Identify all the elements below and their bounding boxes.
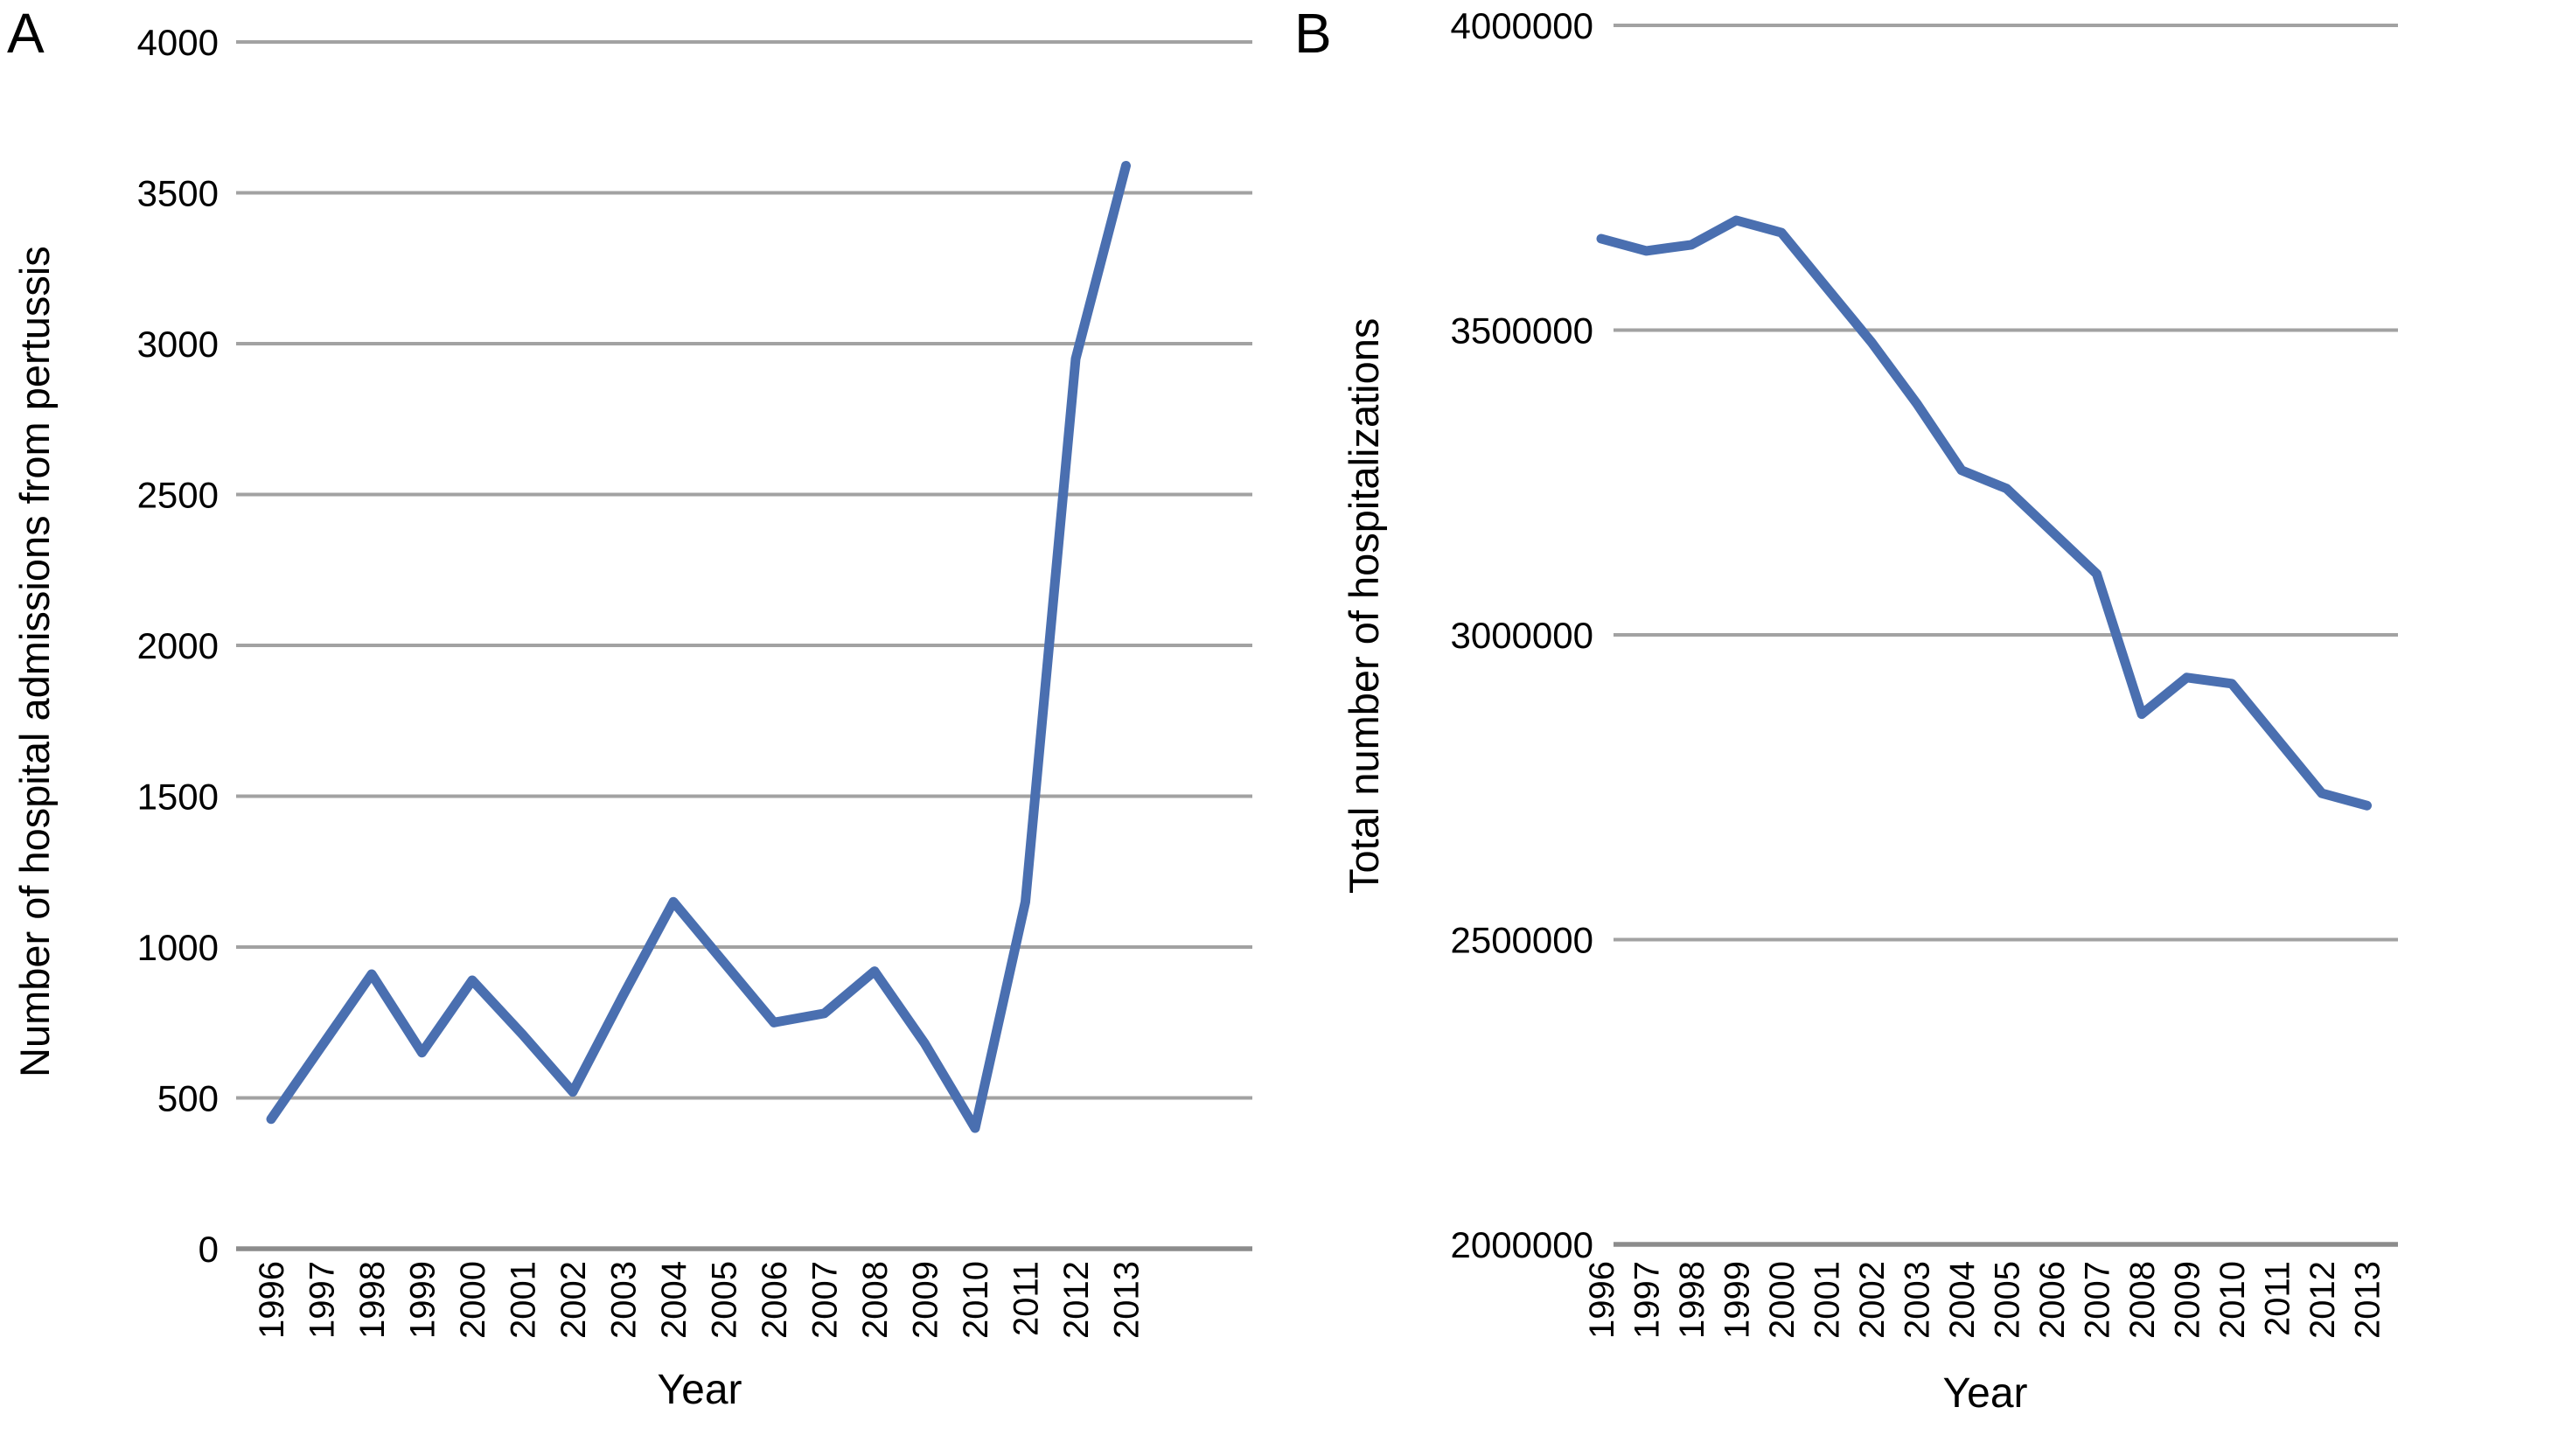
x-tick-label: 2012 — [2304, 1261, 2342, 1339]
x-tick-label: 2008 — [856, 1261, 895, 1339]
x-tick-label: 2003 — [1899, 1261, 1937, 1339]
x-tick-label: 2002 — [1853, 1261, 1892, 1339]
x-tick-label: 1997 — [1628, 1261, 1667, 1339]
y-tick-label: 2000000 — [1450, 1224, 1593, 1265]
data-line-a — [266, 161, 1131, 1133]
x-tick-label: 2001 — [505, 1261, 543, 1339]
y-tick-label: 2500 — [137, 475, 219, 516]
x-tick-label: 2004 — [655, 1261, 694, 1339]
y-tick-label: 3000 — [137, 324, 219, 365]
y-tick-label: 3000000 — [1450, 615, 1593, 656]
x-tick-label: 2011 — [1007, 1261, 1046, 1336]
x-tick-label: 2013 — [1108, 1261, 1147, 1339]
x-tick-label: 2007 — [2079, 1261, 2117, 1339]
y-tick-label: 500 — [157, 1078, 219, 1119]
x-tick-label: 1998 — [353, 1261, 392, 1339]
x-tick-label: 2004 — [1943, 1261, 1982, 1339]
x-tick-label: 2005 — [706, 1261, 744, 1339]
x-tick-label: 1997 — [303, 1261, 342, 1339]
x-tick-label: 1999 — [1718, 1261, 1757, 1339]
x-tick-label: 2012 — [1057, 1261, 1096, 1339]
x-tick-label: 2013 — [2349, 1261, 2387, 1339]
x-tick-label: 2006 — [2033, 1261, 2072, 1339]
panel-a-letter: A — [7, 2, 45, 65]
y-tick-label: 1000 — [137, 927, 219, 968]
y-tick-label: 0 — [199, 1229, 219, 1270]
x-tick-label: 2009 — [2169, 1261, 2207, 1339]
x-tick-label: 2001 — [1809, 1261, 1847, 1339]
x-tick-label: 1998 — [1673, 1261, 1711, 1339]
x-tick-label: 2007 — [806, 1261, 845, 1339]
x-tick-label: 2002 — [554, 1261, 593, 1339]
x-tick-label: 2009 — [907, 1261, 945, 1339]
panel-a-x-axis-title: Year — [657, 1367, 742, 1413]
x-tick-label: 2000 — [454, 1261, 492, 1339]
panel-b-x-axis-title: Year — [1942, 1370, 2028, 1417]
y-tick-label: 3500000 — [1450, 310, 1593, 352]
x-tick-label: 2008 — [2123, 1261, 2162, 1339]
y-tick-label: 2500000 — [1450, 920, 1593, 961]
data-line-b — [1596, 215, 2372, 811]
y-tick-label: 4000 — [137, 22, 219, 63]
x-tick-label: 2010 — [957, 1261, 995, 1339]
y-tick-label: 1500 — [137, 777, 219, 818]
y-tick-label: 2000 — [137, 625, 219, 666]
x-tick-label: 1999 — [404, 1261, 443, 1339]
x-tick-label: 2010 — [2213, 1261, 2252, 1339]
panel-b-letter: B — [1294, 2, 1332, 65]
x-tick-label: 2000 — [1763, 1261, 1802, 1339]
panel-b-y-axis-title: Total number of hospitalizations — [1341, 317, 1387, 894]
x-tick-label: 1996 — [1583, 1261, 1621, 1339]
y-tick-label: 4000000 — [1450, 5, 1593, 46]
x-tick-label: 2005 — [1989, 1261, 2027, 1339]
x-tick-label: 2011 — [2259, 1261, 2297, 1336]
panel-a-y-axis-title: Number of hospital admissions from pertu… — [11, 246, 58, 1077]
x-tick-label: 2006 — [756, 1261, 794, 1339]
x-tick-label: 1996 — [253, 1261, 291, 1339]
x-tick-label: 2003 — [605, 1261, 644, 1339]
y-tick-label: 3500 — [137, 173, 219, 214]
